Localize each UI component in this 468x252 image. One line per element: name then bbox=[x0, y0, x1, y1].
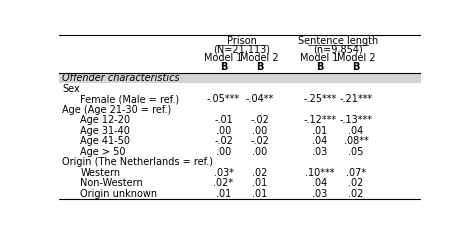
Text: -.02: -.02 bbox=[250, 115, 269, 125]
Text: Origin unknown: Origin unknown bbox=[80, 188, 157, 199]
Text: .03: .03 bbox=[312, 147, 327, 156]
Text: -.21***: -.21*** bbox=[339, 94, 373, 104]
Text: Age > 50: Age > 50 bbox=[80, 147, 126, 156]
Text: Age 12-20: Age 12-20 bbox=[80, 115, 131, 125]
Text: .04: .04 bbox=[348, 126, 364, 136]
Text: Age 41-50: Age 41-50 bbox=[80, 136, 130, 146]
Text: .08**: .08** bbox=[344, 136, 368, 146]
Text: -.02: -.02 bbox=[250, 136, 269, 146]
Text: .01: .01 bbox=[216, 188, 231, 199]
Text: -.04**: -.04** bbox=[246, 94, 274, 104]
Text: .01: .01 bbox=[252, 188, 267, 199]
Text: Sex: Sex bbox=[62, 84, 80, 94]
Text: -.12***: -.12*** bbox=[303, 115, 336, 125]
Text: Model 1: Model 1 bbox=[204, 53, 243, 63]
Text: Prison: Prison bbox=[227, 36, 256, 46]
Text: -.13***: -.13*** bbox=[339, 115, 373, 125]
Text: .07*: .07* bbox=[346, 168, 366, 178]
Text: Age (Age 21-30 = ref.): Age (Age 21-30 = ref.) bbox=[62, 105, 171, 115]
Text: .10***: .10*** bbox=[305, 168, 335, 178]
Text: Western: Western bbox=[80, 168, 120, 178]
Text: .02: .02 bbox=[348, 188, 364, 199]
Text: .05: .05 bbox=[348, 147, 364, 156]
Text: B: B bbox=[220, 62, 227, 72]
Text: (N=21,113): (N=21,113) bbox=[213, 45, 270, 55]
Text: .00: .00 bbox=[216, 126, 231, 136]
Text: Female (Male = ref.): Female (Male = ref.) bbox=[80, 94, 179, 104]
Text: Model 2: Model 2 bbox=[336, 53, 375, 63]
Text: .00: .00 bbox=[216, 147, 231, 156]
Text: Model 1: Model 1 bbox=[300, 53, 339, 63]
Text: .02*: .02* bbox=[213, 178, 234, 188]
Text: -.05***: -.05*** bbox=[207, 94, 240, 104]
Text: .04: .04 bbox=[312, 136, 327, 146]
Text: .02: .02 bbox=[348, 178, 364, 188]
Text: B: B bbox=[316, 62, 323, 72]
Text: B: B bbox=[256, 62, 263, 72]
Text: Model 2: Model 2 bbox=[241, 53, 279, 63]
Text: Age 31-40: Age 31-40 bbox=[80, 126, 130, 136]
Text: B: B bbox=[352, 62, 359, 72]
Text: .03: .03 bbox=[312, 188, 327, 199]
Text: -.02: -.02 bbox=[214, 136, 233, 146]
Text: Sentence length: Sentence length bbox=[298, 36, 378, 46]
Text: Offender characteristics: Offender characteristics bbox=[62, 73, 180, 83]
Bar bbox=[58, 73, 421, 83]
Text: (n=9,854): (n=9,854) bbox=[313, 45, 363, 55]
Text: .01: .01 bbox=[252, 178, 267, 188]
Text: -.01: -.01 bbox=[214, 115, 233, 125]
Text: .00: .00 bbox=[252, 126, 267, 136]
Text: Origin (The Netherlands = ref.): Origin (The Netherlands = ref.) bbox=[62, 157, 213, 167]
Text: -.25***: -.25*** bbox=[303, 94, 336, 104]
Text: .01: .01 bbox=[312, 126, 327, 136]
Text: .02: .02 bbox=[252, 168, 268, 178]
Text: Non-Western: Non-Western bbox=[80, 178, 143, 188]
Text: .00: .00 bbox=[252, 147, 267, 156]
Text: .03*: .03* bbox=[213, 168, 234, 178]
Text: .04: .04 bbox=[312, 178, 327, 188]
